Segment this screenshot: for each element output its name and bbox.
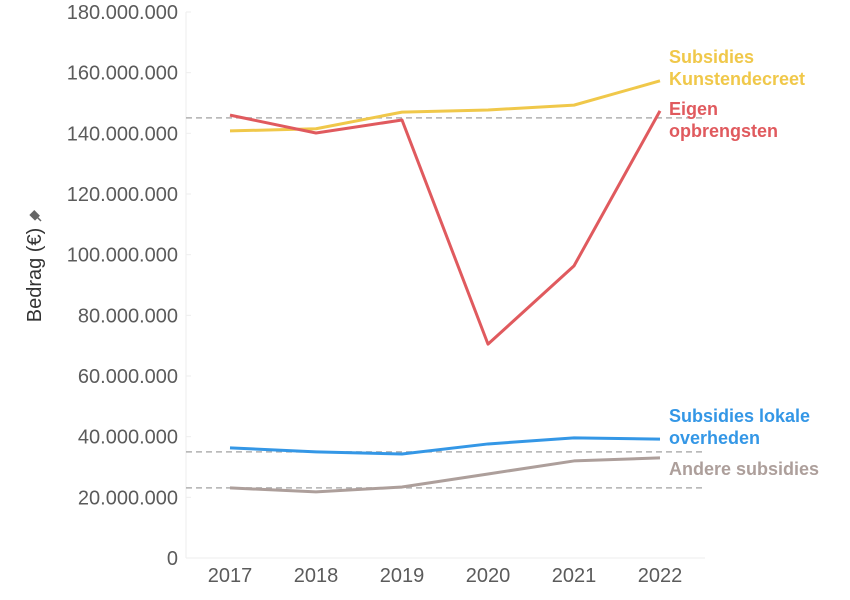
series-label: Subsidies	[669, 47, 754, 67]
data-point[interactable]	[224, 125, 236, 137]
series-label: overheden	[669, 428, 760, 448]
y-tick-label: 160.000.000	[67, 63, 178, 85]
data-point[interactable]	[482, 438, 494, 450]
data-point[interactable]	[310, 127, 322, 139]
data-point[interactable]	[568, 99, 580, 111]
data-point[interactable]	[396, 448, 408, 460]
data-point[interactable]	[568, 455, 580, 467]
x-tick-label: 2022	[638, 565, 683, 587]
data-point[interactable]	[310, 486, 322, 498]
y-axis-title-group: Bedrag (€)	[24, 210, 46, 322]
series-label: Subsidies lokale	[669, 406, 810, 426]
y-tick-label: 60.000.000	[78, 366, 178, 388]
series-line-subsidies-lokale-overheden[interactable]	[229, 436, 661, 456]
series-line-eigen-opbrengsten[interactable]	[229, 110, 662, 346]
x-axis: 2017 2018 2019 2020 2021 2022	[186, 557, 705, 587]
x-tick-label: 2018	[294, 565, 339, 587]
data-point[interactable]	[654, 105, 666, 117]
series-line-andere-subsidies[interactable]	[229, 456, 661, 494]
series-label: opbrengsten	[669, 121, 778, 141]
y-axis-title: Bedrag (€)	[24, 228, 46, 323]
y-tick-label: 80.000.000	[78, 305, 178, 327]
x-tick-label: 2020	[466, 565, 511, 587]
series-line-subsidies-kunstendecreet[interactable]	[229, 79, 661, 133]
y-tick-label: 120.000.000	[67, 184, 178, 206]
data-point[interactable]	[568, 432, 580, 444]
x-tick-label: 2017	[208, 565, 253, 587]
data-point[interactable]	[482, 104, 494, 116]
x-tick-label: 2019	[380, 565, 425, 587]
data-point[interactable]	[654, 452, 666, 464]
y-axis: 0 20.000.000 40.000.000 60.000.000 80.000.00…	[67, 2, 191, 570]
data-point[interactable]	[654, 433, 666, 445]
y-tick-label: 40.000.000	[78, 427, 178, 449]
y-tick-label: 140.000.000	[67, 123, 178, 145]
x-tick-label: 2021	[552, 565, 597, 587]
series-label: Kunstendecreet	[669, 69, 805, 89]
data-point[interactable]	[224, 109, 236, 121]
reference-lines	[186, 117, 705, 489]
pin-icon[interactable]	[29, 210, 42, 222]
data-point[interactable]	[224, 442, 236, 454]
series-label: Andere subsidies	[669, 459, 819, 479]
data-point[interactable]	[568, 260, 580, 272]
data-point[interactable]	[482, 338, 494, 350]
series-lines	[224, 75, 666, 498]
data-point[interactable]	[482, 468, 494, 480]
y-tick-label: 0	[167, 548, 178, 570]
data-point[interactable]	[396, 481, 408, 493]
data-point[interactable]	[224, 482, 236, 494]
series-label: Eigen	[669, 99, 718, 119]
y-tick-label: 20.000.000	[78, 487, 178, 509]
data-point[interactable]	[310, 446, 322, 458]
data-point[interactable]	[396, 114, 408, 126]
y-tick-label: 180.000.000	[67, 2, 178, 24]
data-point[interactable]	[654, 75, 666, 87]
y-tick-label: 100.000.000	[67, 245, 178, 267]
